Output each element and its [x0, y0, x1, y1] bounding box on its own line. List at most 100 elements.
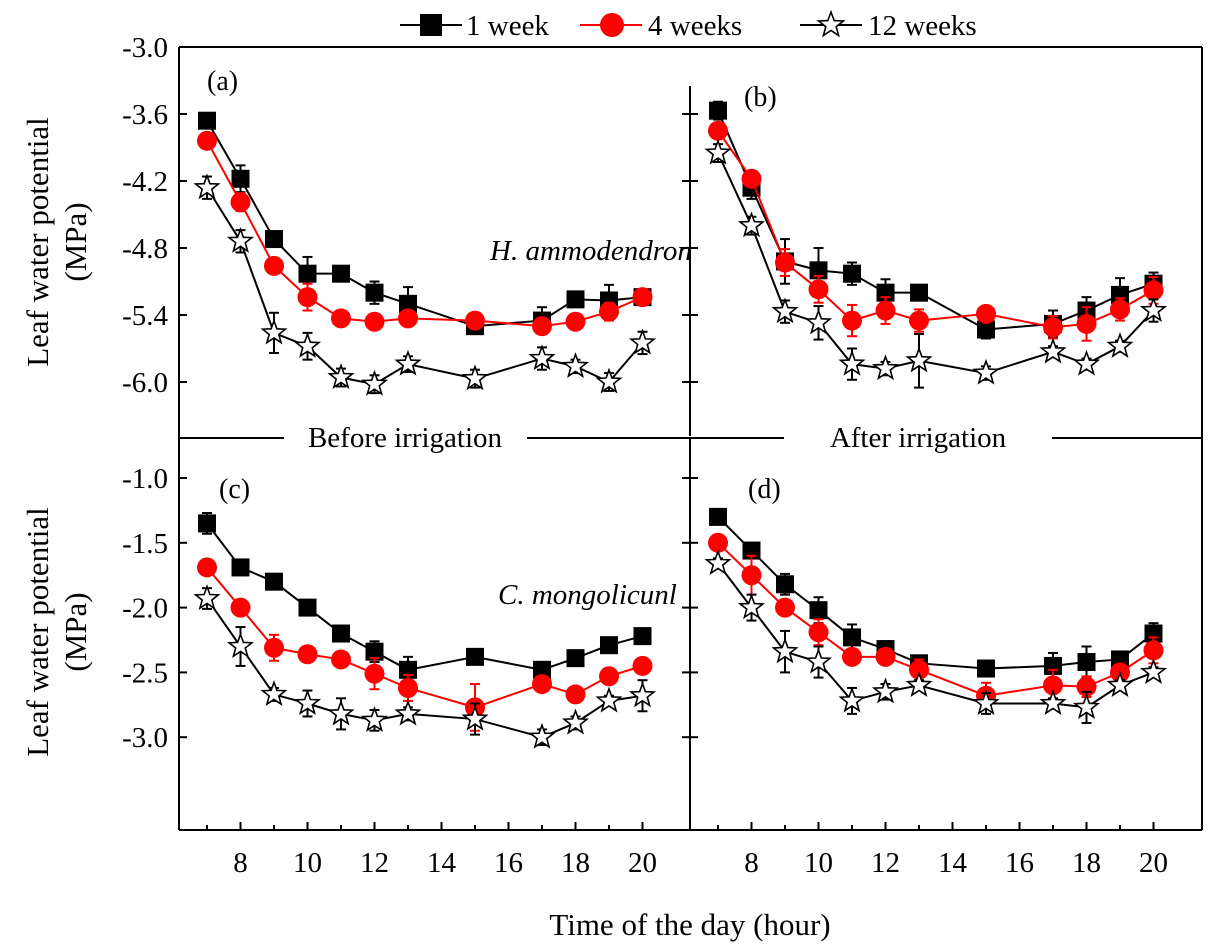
data-point-circle	[532, 316, 552, 337]
x-tick-label: 16	[1005, 847, 1034, 879]
series-4weeks-panel-b	[708, 120, 1164, 342]
data-point-star	[360, 369, 389, 396]
data-point-star	[561, 708, 590, 735]
data-point-circle	[331, 649, 351, 670]
data-point-star	[905, 346, 933, 373]
data-point-square	[399, 294, 417, 313]
data-point-square	[198, 514, 216, 533]
series-1week-panel-c	[198, 511, 652, 684]
data-point-circle	[599, 301, 619, 322]
y-tick-label: -3.6	[122, 99, 168, 131]
series-1week-panel-b	[709, 100, 1163, 340]
data-point-circle	[364, 663, 385, 684]
data-point-circle	[741, 565, 762, 586]
data-point-circle	[875, 646, 896, 667]
data-point-star	[561, 352, 590, 378]
legend-label-1week: 1 week	[466, 10, 549, 42]
y-tick-label: -3.0	[122, 722, 168, 754]
data-point-star	[293, 331, 322, 358]
data-point-star	[737, 593, 766, 620]
data-point-circle	[565, 684, 586, 705]
data-point-star	[737, 211, 766, 238]
y-tick-label: -2.5	[122, 657, 168, 689]
data-point-star	[1072, 349, 1101, 376]
data-point-star	[260, 680, 288, 706]
data-point-circle	[197, 557, 217, 578]
data-point-square	[298, 598, 317, 617]
y-tick-label: -3.0	[122, 32, 168, 64]
y-tick-label: -4.2	[122, 166, 168, 198]
data-point-circle	[632, 287, 653, 308]
axis-ticks: -3.0 -3.6 -4.2 -4.8 -5.4 -6.0 8 10 12 14 16 18 20 -1.…	[122, 32, 1168, 879]
section-label-after: After irrigation	[830, 422, 1007, 454]
y-axis-title-top-line2: (MPa)	[58, 202, 93, 281]
data-point-square	[910, 283, 928, 302]
data-point-star	[1039, 689, 1067, 716]
data-point-star	[260, 318, 288, 345]
species-label-bottom: C. mongolicunl	[498, 579, 677, 611]
legend: 1 week 4 weeks 12 weeks	[400, 9, 977, 42]
x-tick-label: 14	[938, 847, 968, 879]
data-point-star	[628, 681, 657, 708]
data-point-star	[394, 349, 422, 376]
series-12weeks-panel-c	[193, 584, 657, 749]
data-point-star	[871, 354, 900, 381]
data-point-circle	[599, 666, 619, 687]
data-point-circle	[1043, 317, 1063, 338]
data-point-circle	[1143, 640, 1164, 661]
data-point-star	[226, 632, 255, 659]
data-point-star	[972, 358, 1000, 385]
series-12weeks-panel-d	[704, 549, 1168, 724]
species-label-top: H. ammodendron	[489, 235, 692, 267]
data-point-circle	[875, 300, 896, 321]
data-point-star	[327, 363, 355, 390]
data-point-star	[704, 549, 732, 576]
data-point-square	[332, 624, 350, 643]
x-tick-label: 10	[804, 847, 833, 879]
data-point-square	[709, 101, 727, 120]
data-point-square	[633, 627, 652, 646]
panel-label-b: (b)	[744, 82, 777, 113]
data-point-square	[977, 659, 995, 678]
legend-marker-12weeks	[816, 9, 846, 38]
data-point-star	[394, 699, 422, 726]
section-label-before: Before irrigation	[308, 422, 503, 454]
data-point-circle	[775, 252, 795, 273]
data-point-star	[461, 364, 489, 391]
plot-series	[193, 100, 1168, 749]
data-point-star	[1139, 296, 1168, 323]
data-point-circle	[1110, 299, 1130, 320]
data-point-star	[628, 328, 657, 355]
data-point-star	[193, 173, 221, 200]
data-point-square	[809, 601, 828, 620]
data-point-star	[871, 677, 900, 704]
data-point-star	[360, 706, 389, 732]
data-point-square	[198, 111, 216, 130]
data-point-circle	[808, 622, 829, 643]
x-tick-label: 16	[494, 847, 523, 879]
x-tick-label: 18	[1072, 847, 1101, 879]
data-point-star	[595, 367, 623, 394]
x-tick-label: 20	[1139, 847, 1168, 879]
y-axis-title-top-line1: Leaf water potential	[20, 117, 55, 367]
data-point-circle	[842, 646, 862, 667]
panel-label-d: (d)	[748, 474, 781, 505]
legend-marker-1week	[420, 14, 442, 36]
data-point-square	[709, 507, 727, 526]
x-axis-title: Time of the day (hour)	[549, 907, 830, 942]
y-tick-label: -1.5	[122, 528, 168, 560]
y-axis-title-bottom-line2: (MPa)	[58, 592, 93, 671]
data-point-square	[365, 642, 384, 661]
data-point-star	[327, 699, 355, 726]
data-point-circle	[465, 310, 485, 331]
data-point-circle	[331, 308, 351, 329]
legend-star-shape	[816, 9, 846, 38]
x-tick-label: 12	[360, 847, 389, 879]
data-point-star	[804, 647, 833, 674]
panel-label-a: (a)	[207, 66, 238, 97]
x-tick-label: 14	[427, 847, 457, 879]
data-point-square	[1111, 285, 1129, 304]
data-point-circle	[842, 310, 862, 331]
x-tick-label: 10	[293, 847, 322, 879]
data-point-square	[332, 264, 350, 283]
